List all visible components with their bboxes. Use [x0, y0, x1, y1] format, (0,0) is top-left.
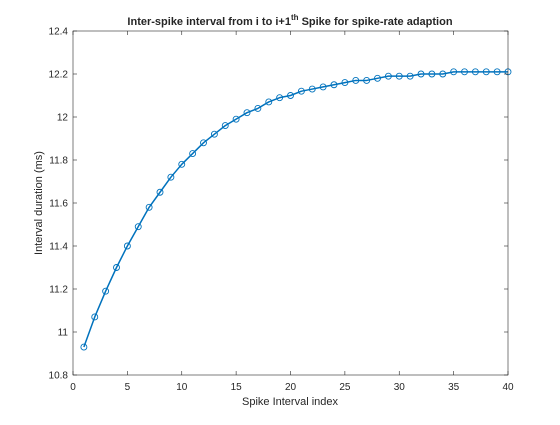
data-point — [189, 150, 197, 158]
y-tick-label: 11 — [58, 328, 69, 339]
y-tick-label: 12.2 — [49, 70, 69, 81]
chart-title: Inter-spike interval from i to i+1th Spi… — [127, 13, 452, 28]
data-series — [80, 68, 512, 351]
data-point — [330, 81, 338, 89]
plot-background — [73, 31, 508, 375]
data-point — [428, 70, 436, 78]
x-tick-label: 25 — [339, 382, 351, 393]
y-tick-label: 12.4 — [49, 27, 69, 38]
data-point — [406, 72, 414, 80]
data-point — [319, 83, 327, 91]
data-point — [374, 74, 381, 82]
x-tick-label: 0 — [70, 382, 76, 393]
data-point — [102, 287, 110, 295]
data-point — [145, 203, 153, 211]
plot-area — [73, 31, 508, 375]
x-axis-label: Spike Interval index — [242, 396, 338, 408]
data-point — [417, 70, 425, 78]
data-point — [80, 343, 88, 351]
data-point — [210, 130, 218, 138]
data-point — [308, 85, 316, 93]
data-point — [352, 76, 360, 84]
y-tick-label: 11.8 — [49, 156, 68, 167]
y-axis-label: Interval duration (ms) — [33, 151, 45, 255]
data-point — [156, 188, 164, 196]
y-tick-label: 11.6 — [49, 199, 68, 210]
data-point — [439, 70, 447, 78]
x-tick-label: 20 — [285, 382, 297, 393]
y-tick-label: 11.2 — [49, 285, 68, 296]
data-point — [91, 313, 99, 321]
data-point — [123, 242, 131, 250]
series-line — [83, 71, 508, 348]
data-point — [167, 173, 175, 181]
y-tick-label: 10.8 — [49, 371, 69, 382]
data-point — [134, 223, 142, 231]
y-tick-label: 11.4 — [49, 242, 68, 253]
data-point — [363, 76, 371, 84]
x-tick-label: 30 — [394, 382, 406, 393]
data-point — [178, 160, 186, 168]
data-point — [276, 94, 284, 102]
data-point — [221, 122, 229, 130]
data-point — [395, 72, 403, 80]
title-suffix: Spike for spike-rate adaption — [299, 16, 453, 28]
data-point — [493, 68, 501, 76]
data-point — [287, 92, 294, 99]
data-point — [471, 68, 479, 76]
y-tick-label: 12 — [57, 113, 69, 124]
data-point — [482, 68, 490, 76]
x-tick-label: 5 — [125, 382, 131, 393]
data-point — [265, 98, 273, 106]
data-point — [254, 104, 262, 112]
data-point — [384, 72, 392, 80]
data-point — [341, 79, 349, 87]
x-tick-label: 10 — [176, 382, 188, 393]
data-point — [232, 115, 240, 123]
data-point — [243, 109, 251, 117]
data-point — [200, 139, 207, 147]
data-point — [297, 87, 305, 95]
axes: 0 5 10 15 20 25 30 35 40 10.8 11 11.2 11.4 11.6 11.8 12… — [49, 27, 514, 394]
data-point — [461, 68, 468, 76]
title-prefix: Inter-spike interval from i to i+1 — [127, 16, 291, 28]
data-point — [113, 264, 120, 271]
title-superscript: th — [291, 13, 299, 22]
x-tick-label: 40 — [502, 382, 514, 393]
x-tick-label: 35 — [448, 382, 460, 393]
x-tick-label: 15 — [231, 382, 243, 393]
data-point — [450, 68, 458, 76]
series-1 — [80, 68, 512, 351]
